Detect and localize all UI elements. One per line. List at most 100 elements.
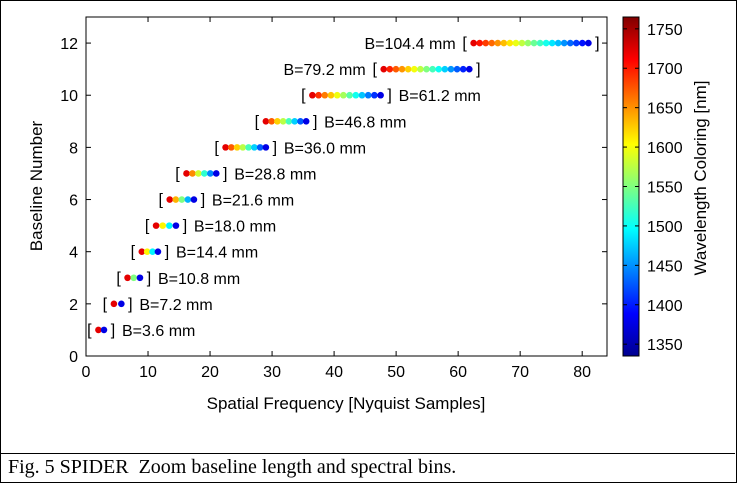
data-point bbox=[95, 326, 102, 334]
y-tick-label: 0 bbox=[69, 349, 78, 366]
data-point bbox=[222, 144, 229, 151]
data-point bbox=[447, 65, 455, 73]
data-point bbox=[459, 65, 467, 73]
colorbar-tick-label: 1400 bbox=[647, 298, 683, 315]
data-point bbox=[251, 144, 258, 151]
y-tick-label: 6 bbox=[69, 193, 78, 210]
x-tick-label: 70 bbox=[511, 364, 529, 381]
x-tick-label: 40 bbox=[325, 364, 343, 381]
data-point bbox=[327, 91, 335, 99]
colorbar-ticks: 1350 1400 1450 1500 1550 1600 1650 1700 1750 bbox=[623, 22, 683, 354]
data-point bbox=[184, 196, 192, 203]
x-tick-label: 30 bbox=[263, 364, 281, 381]
data-point bbox=[302, 118, 310, 125]
data-point bbox=[239, 144, 247, 151]
data-point bbox=[423, 65, 430, 73]
data-point bbox=[309, 91, 316, 99]
data-point bbox=[138, 248, 146, 255]
data-point bbox=[560, 39, 568, 47]
data-point bbox=[488, 39, 496, 47]
baseline-label: B=7.2 mm bbox=[139, 297, 212, 314]
baseline-label: B=61.2 mm bbox=[399, 88, 481, 105]
data-point bbox=[506, 39, 514, 47]
bracket-right: ] bbox=[387, 87, 391, 104]
bracket-right: ] bbox=[165, 244, 169, 261]
data-point bbox=[333, 91, 341, 99]
colorbar-tick-label: 1550 bbox=[647, 180, 683, 197]
data-point bbox=[579, 39, 586, 47]
data-point bbox=[398, 65, 406, 73]
y-tick-label: 4 bbox=[69, 245, 78, 262]
y-tick-label: 8 bbox=[69, 140, 78, 157]
data-point bbox=[494, 39, 502, 47]
data-points bbox=[95, 39, 592, 334]
data-point bbox=[154, 248, 162, 255]
baseline-labels: [] B=3.6 mm [] B=7.2 mm [] B=10.8 mm [] B=14.4 … bbox=[87, 35, 599, 340]
caption-divider bbox=[0, 453, 735, 454]
baseline-label: B=10.8 mm bbox=[158, 271, 240, 288]
data-point bbox=[268, 118, 275, 125]
data-point bbox=[470, 39, 477, 47]
data-point bbox=[371, 91, 378, 99]
bracket-right: ] bbox=[111, 322, 115, 339]
bracket-left: [ bbox=[116, 270, 121, 287]
data-point bbox=[256, 144, 264, 151]
baseline-label: B=28.8 mm bbox=[234, 166, 316, 183]
data-point bbox=[195, 170, 202, 177]
baseline-label: B=46.8 mm bbox=[324, 114, 406, 131]
colorbar-tick-label: 1450 bbox=[647, 258, 683, 275]
data-point bbox=[189, 170, 196, 177]
data-point bbox=[524, 39, 532, 47]
x-tick-label: 60 bbox=[449, 364, 467, 381]
bracket-left: [ bbox=[301, 87, 306, 104]
data-point bbox=[212, 170, 220, 177]
figure-caption: Fig. 5 SPIDER Zoom baseline length and s… bbox=[8, 456, 457, 478]
data-point bbox=[172, 222, 180, 229]
bracket-left: [ bbox=[145, 218, 150, 235]
data-point bbox=[417, 65, 424, 73]
data-point bbox=[518, 39, 526, 47]
data-point bbox=[166, 222, 173, 229]
colorbar-label: Wavelength Coloring [nm] bbox=[691, 81, 710, 276]
bracket-left: [ bbox=[159, 192, 164, 209]
data-point bbox=[321, 91, 329, 99]
data-point bbox=[172, 196, 180, 203]
data-point bbox=[536, 39, 544, 47]
data-point bbox=[410, 65, 418, 73]
data-point bbox=[262, 118, 270, 125]
data-point bbox=[340, 91, 347, 99]
bracket-right: ] bbox=[313, 113, 317, 130]
bracket-left: [ bbox=[131, 244, 136, 261]
data-point bbox=[352, 91, 360, 99]
baseline-label: B=14.4 mm bbox=[176, 245, 258, 262]
bracket-right: ] bbox=[476, 61, 480, 78]
data-point bbox=[149, 248, 156, 255]
data-point bbox=[159, 222, 167, 229]
bracket-left: [ bbox=[462, 35, 467, 52]
data-point bbox=[245, 144, 252, 151]
data-point bbox=[285, 118, 293, 125]
data-point bbox=[386, 65, 394, 73]
data-point bbox=[183, 170, 190, 177]
data-point bbox=[152, 222, 160, 229]
data-point bbox=[262, 144, 270, 151]
x-tick-label: 10 bbox=[139, 364, 157, 381]
y-tick-label: 12 bbox=[60, 36, 78, 53]
data-point bbox=[190, 196, 198, 203]
data-point bbox=[228, 144, 235, 151]
bracket-left: [ bbox=[214, 139, 219, 156]
data-point bbox=[542, 39, 550, 47]
x-axis-label: Spatial Frequency [Nyquist Samples] bbox=[207, 394, 486, 413]
baseline-label: B=36.0 mm bbox=[284, 140, 366, 157]
y-tick-label: 10 bbox=[60, 88, 78, 105]
data-point bbox=[548, 39, 556, 47]
data-point bbox=[130, 274, 138, 282]
data-point bbox=[358, 91, 366, 99]
baseline-label: B=21.6 mm bbox=[212, 193, 294, 210]
colorbar-tick-label: 1650 bbox=[647, 101, 683, 118]
data-point bbox=[429, 65, 436, 73]
data-point bbox=[364, 91, 372, 99]
bracket-left: [ bbox=[103, 296, 108, 313]
data-point bbox=[453, 65, 461, 73]
data-point bbox=[380, 65, 388, 73]
